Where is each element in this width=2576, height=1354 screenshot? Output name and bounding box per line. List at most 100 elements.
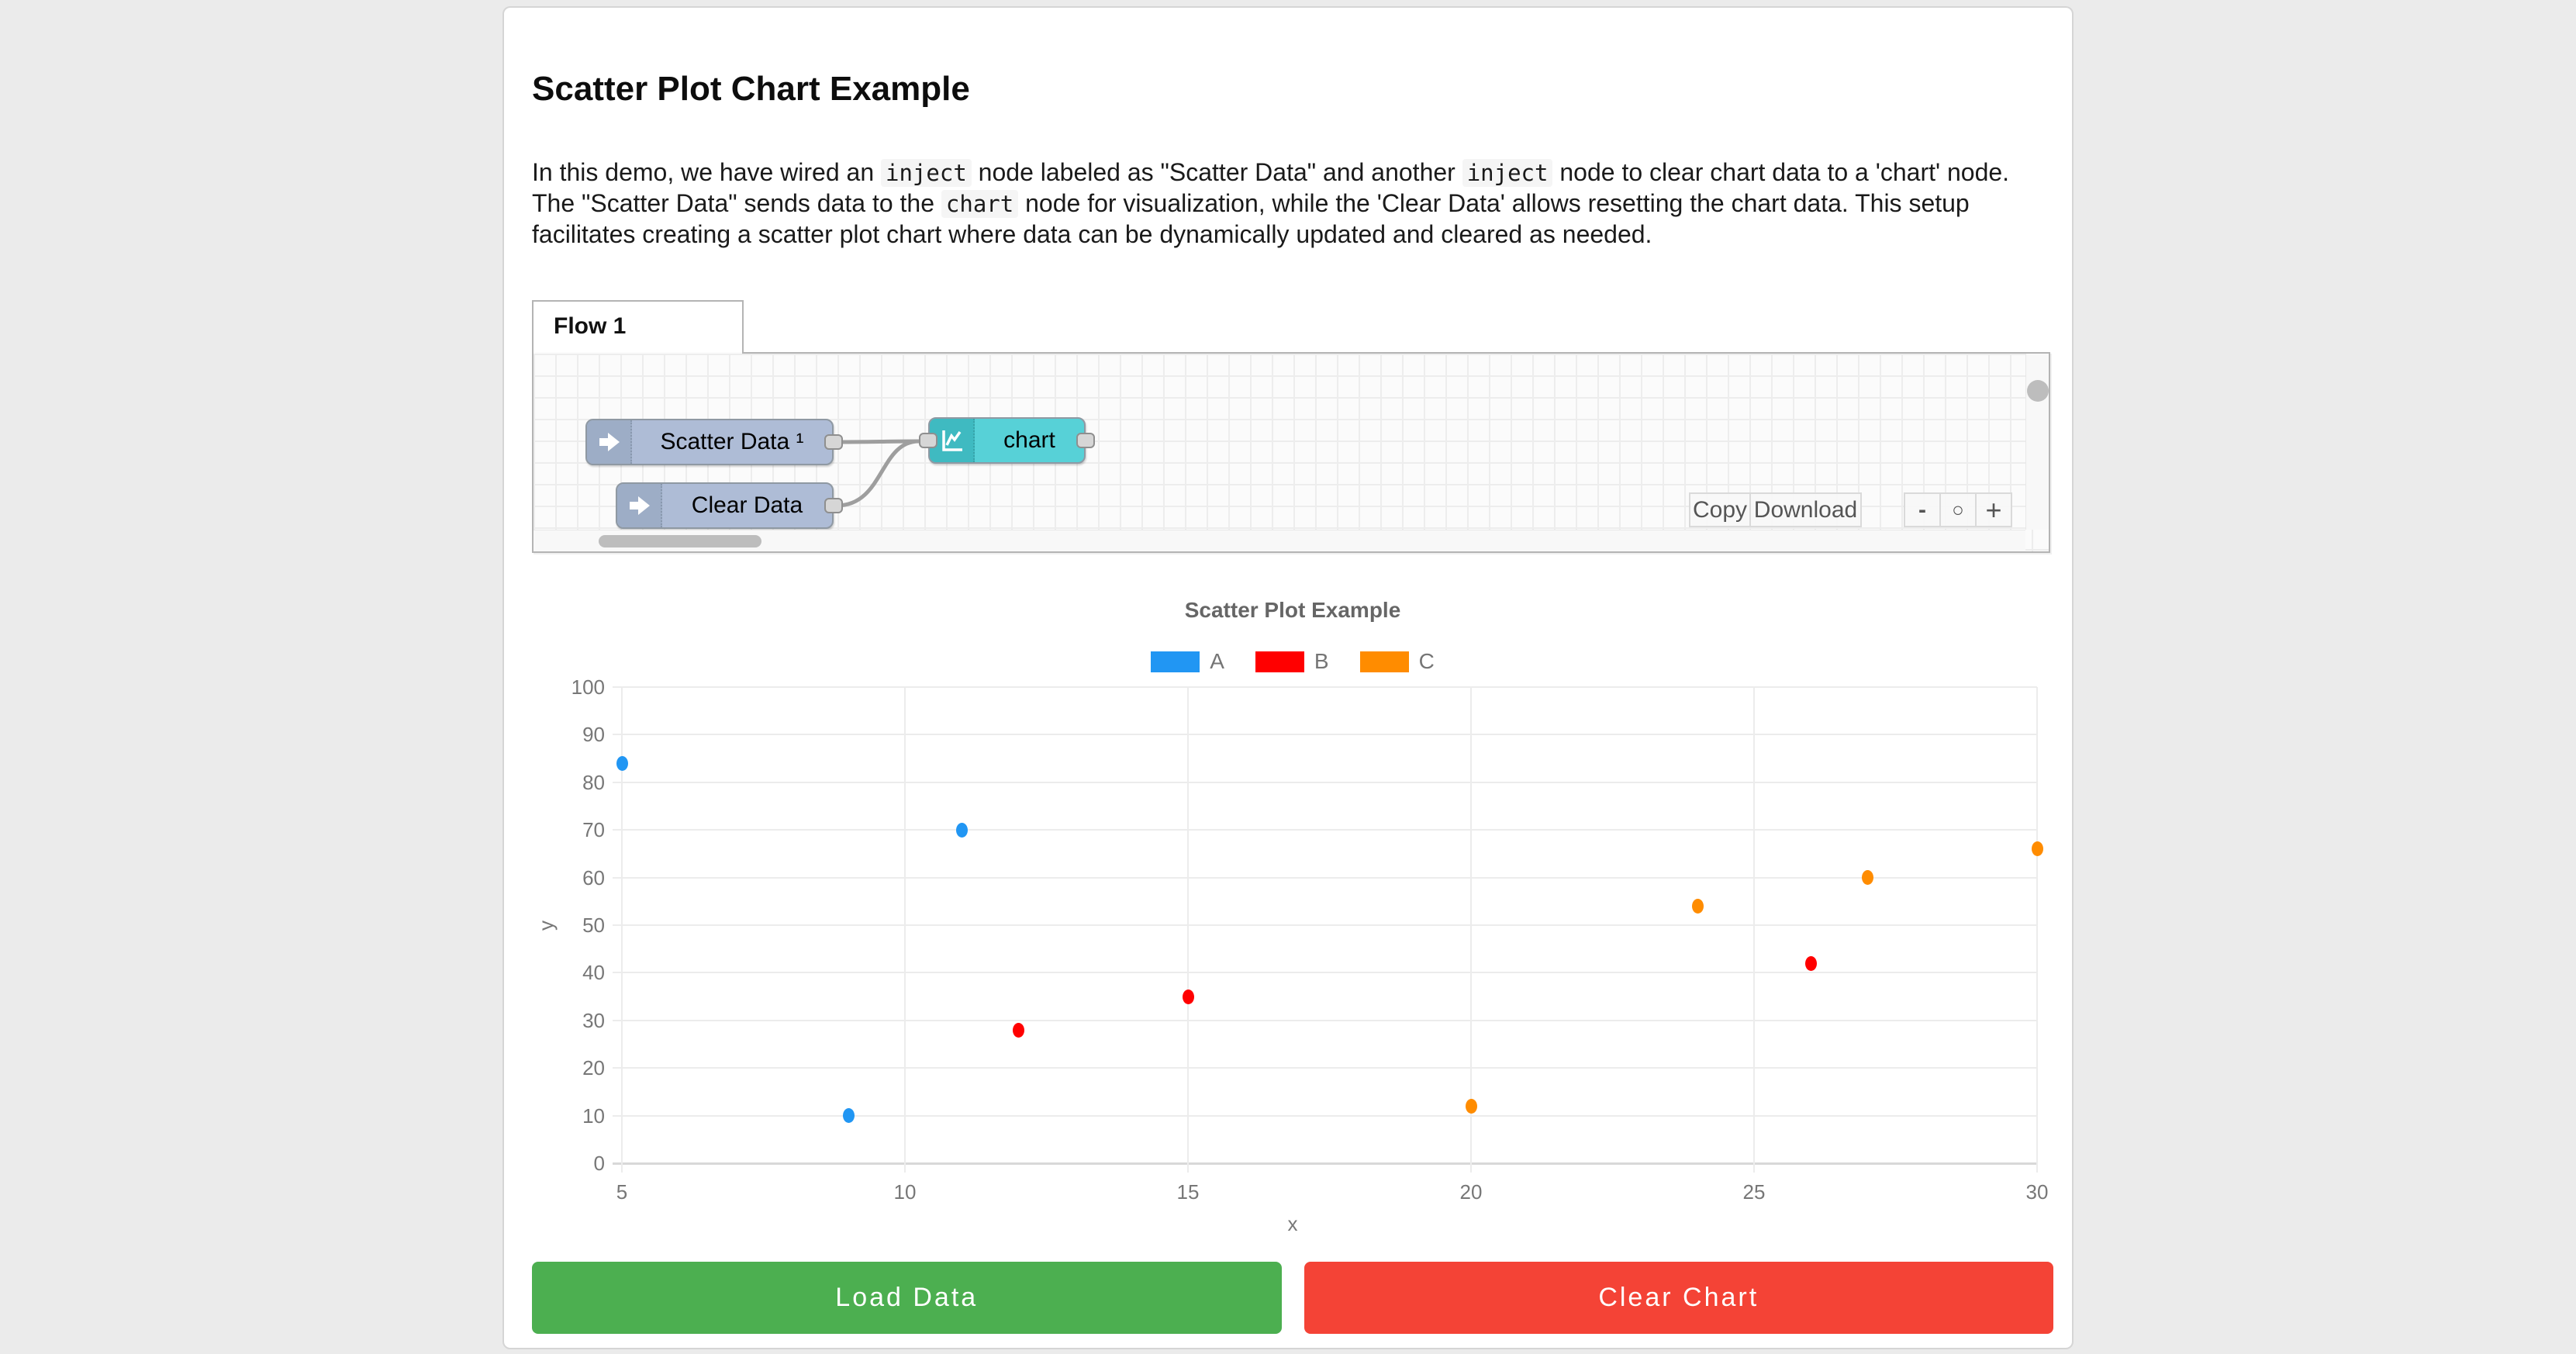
node-label: Clear Data (691, 492, 803, 518)
output-port[interactable] (824, 434, 843, 450)
x-tick-label: 15 (1176, 1180, 1200, 1204)
x-tick-label: 10 (893, 1180, 917, 1204)
y-gridline (613, 972, 2037, 974)
y-tick-label: 30 (582, 1008, 605, 1032)
scatter-point-b (1012, 1022, 1024, 1038)
inject-icon-area (587, 420, 632, 464)
y-tick-label: 60 (582, 865, 605, 889)
x-tick-label: 5 (616, 1180, 628, 1204)
horizontal-scrollbar-thumb[interactable] (599, 535, 761, 547)
y-tick-label: 0 (593, 1152, 605, 1175)
scatter-point-a (616, 755, 628, 771)
copy-button[interactable]: Copy (1689, 492, 1751, 527)
y-gridline (613, 1019, 2037, 1021)
node-inject-scatter-data[interactable]: Scatter Data ¹ (585, 419, 843, 465)
clear-chart-button[interactable]: Clear Chart (1304, 1262, 2053, 1334)
scatter-point-b (1182, 989, 1194, 1004)
y-tick-label: 70 (582, 818, 605, 842)
vertical-scrollbar-thumb[interactable] (2027, 380, 2049, 402)
zoom-out-button[interactable]: - (1904, 492, 1941, 527)
plot-area: 0 10 20 30 40 50 60 70 80 90 100 5 10 15 20 25 30 (571, 675, 2049, 1204)
scatter-point-c (1861, 870, 1873, 886)
legend-swatch (1255, 651, 1304, 672)
chart-title: Scatter Plot Example (1184, 598, 1401, 622)
y-tick-label: 20 (582, 1056, 605, 1080)
load-data-button[interactable]: Load Data (532, 1262, 1282, 1334)
node-label: chart (1003, 427, 1055, 453)
scatter-point-c (1465, 1098, 1477, 1114)
zoom-reset-button[interactable]: ○ (1939, 492, 1977, 527)
node-label: Scatter Data ¹ (660, 429, 804, 454)
y-gridline (613, 734, 2037, 736)
legend-swatch (1359, 651, 1409, 672)
x-gridline (621, 687, 623, 1173)
inject-icon-area (617, 484, 662, 527)
flow-canvas[interactable]: Scatter Data ¹ Clear Data (532, 352, 2050, 553)
y-tick-label: 10 (582, 1104, 605, 1128)
inline-code: inject (1462, 159, 1553, 187)
line-chart-icon (942, 430, 962, 451)
legend-label: A (1210, 649, 1224, 673)
description-segment: In this demo, we have wired an (532, 158, 882, 186)
chart-legend: A B C (532, 649, 2053, 674)
y-gridline (613, 876, 2037, 879)
scatter-point-c (2031, 841, 2043, 857)
legend-label: B (1314, 649, 1329, 673)
legend-label: C (1418, 649, 1435, 673)
y-gridline (613, 1162, 2037, 1165)
download-button[interactable]: Download (1749, 492, 1862, 527)
scatter-point-c (1691, 898, 1704, 914)
wire-scatter-to-chart (834, 439, 921, 444)
x-gridline (1187, 687, 1189, 1173)
description-segment: node to clear chart data to a 'chart' no… (532, 158, 2010, 217)
y-gridline (613, 829, 2037, 831)
y-gridline (613, 1114, 2037, 1117)
flow-editor: Flow 1 Scatter Data ¹ (532, 300, 2050, 553)
tab-flow-1[interactable]: Flow 1 (532, 300, 744, 354)
x-gridline (1753, 687, 1755, 1173)
inject-arrow-icon (630, 496, 650, 515)
x-axis-label: x (1287, 1212, 1298, 1235)
zoom-in-button[interactable]: + (1975, 492, 2012, 527)
legend-swatch (1151, 651, 1200, 672)
wire-clear-to-chart (834, 439, 921, 508)
input-port[interactable] (919, 433, 938, 448)
scatter-point-b (1804, 955, 1817, 971)
y-gridline (613, 686, 2037, 688)
y-gridline (613, 1067, 2037, 1069)
y-tick-label: 80 (582, 770, 605, 794)
description-segment: node labeled as "Scatter Data" and anoth… (971, 158, 1462, 186)
output-port[interactable] (824, 498, 843, 513)
legend-entry-c[interactable]: C (1359, 649, 1435, 674)
y-tick-label: 50 (582, 914, 605, 937)
node-inject-clear-data[interactable]: Clear Data (616, 482, 843, 529)
legend-entry-a[interactable]: A (1151, 649, 1224, 674)
page-title: Scatter Plot Chart Example (532, 70, 970, 108)
y-tick-label: 40 (582, 961, 605, 985)
y-tick-label: 90 (582, 723, 605, 747)
x-tick-label: 30 (2025, 1180, 2049, 1204)
description-text: In this demo, we have wired an inject no… (532, 157, 2030, 250)
x-gridline (904, 687, 906, 1173)
output-port[interactable] (1076, 433, 1095, 448)
legend-entry-b[interactable]: B (1255, 649, 1329, 674)
node-chart[interactable]: chart (919, 417, 1095, 464)
inject-arrow-icon (599, 433, 620, 451)
y-tick-label: 100 (571, 675, 605, 699)
x-gridline (1470, 687, 1472, 1173)
y-gridline (613, 924, 2037, 926)
description-segment: node for visualization, while the 'Clear… (532, 189, 1970, 248)
scatter-point-a (842, 1108, 855, 1124)
vertical-scrollbar-track (2025, 354, 2049, 530)
inline-code: chart (941, 190, 1019, 218)
content-card: Scatter Plot Chart Example In this demo,… (502, 6, 2074, 1349)
horizontal-scrollbar-track (534, 530, 2025, 551)
y-gridline (613, 781, 2037, 783)
inline-code: inject (881, 159, 972, 187)
action-buttons-row: Load Data Clear Chart (532, 1262, 2053, 1334)
scatter-point-a (955, 822, 968, 838)
x-tick-label: 20 (1459, 1180, 1483, 1204)
x-tick-label: 25 (1742, 1180, 1766, 1204)
x-gridline (2036, 687, 2038, 1173)
